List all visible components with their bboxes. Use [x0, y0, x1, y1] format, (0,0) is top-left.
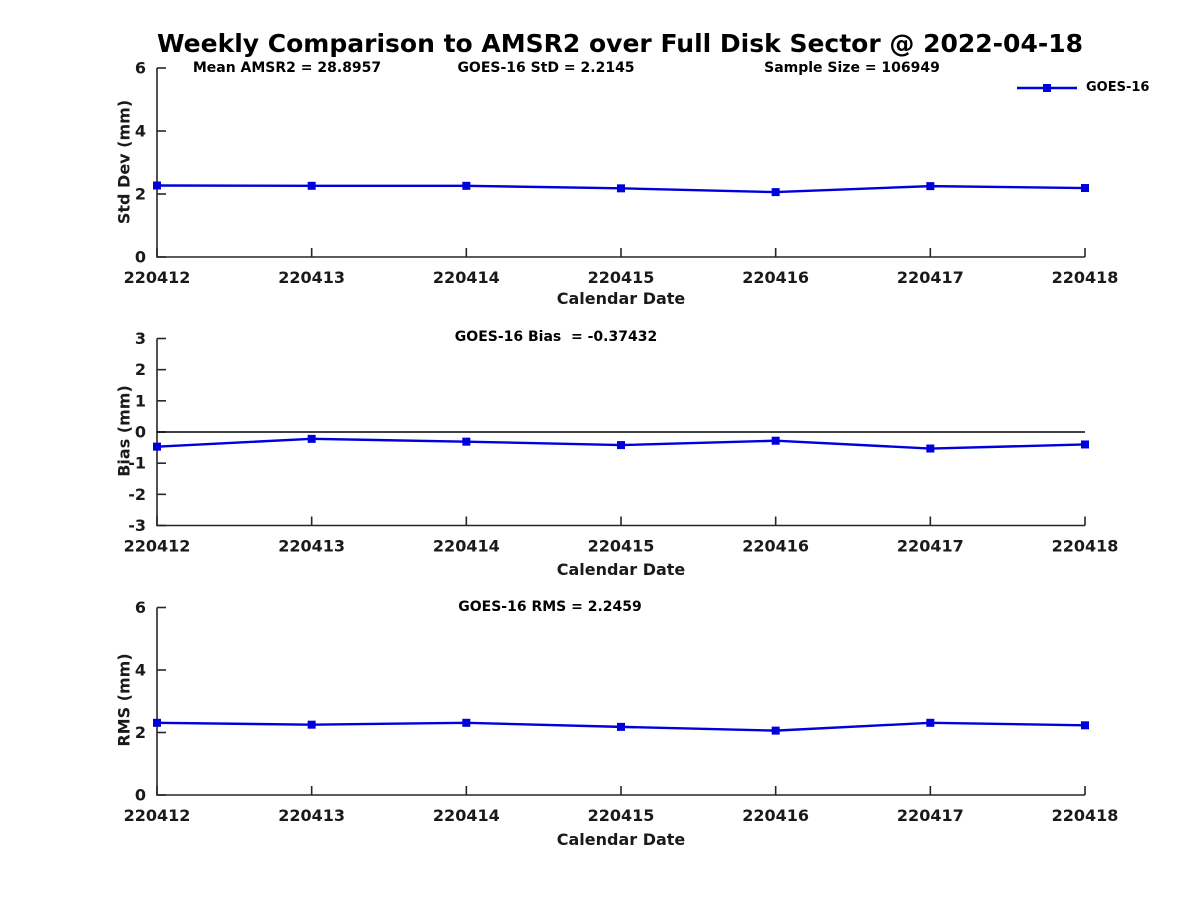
rms-data-point-marker	[617, 722, 625, 731]
std-dev-data-point-marker	[771, 188, 780, 197]
y-tick-label: 2	[135, 185, 146, 204]
x-tick-label: 220418	[1052, 268, 1119, 287]
y-tick-label: 6	[135, 598, 146, 617]
rms-data-point-marker	[153, 718, 161, 727]
x-tick-label: 220412	[124, 268, 191, 287]
std-dev-data-point-marker	[617, 184, 625, 193]
x-tick-label: 220413	[278, 537, 345, 556]
x-tick-label: 220418	[1052, 806, 1119, 825]
std-dev-chart: 0 2 4 6 220412 220413 220414 220415 220416 220417…	[124, 59, 1119, 288]
annotation-mean-amsr2: Mean AMSR2 = 28.8957	[192, 60, 382, 76]
legend: GOES-16	[1016, 80, 1149, 95]
annotation-goes16-bias: GOES-16 Bias = -0.37432	[454, 329, 658, 345]
rms-data-point-marker	[462, 718, 471, 727]
x-tick-label: 220416	[742, 537, 809, 556]
rms-data-point-marker	[771, 726, 780, 735]
x-tick-label: 220416	[742, 806, 809, 825]
bias-data-point-marker	[926, 444, 935, 453]
y-tick-label: 1	[135, 391, 146, 410]
y-tick-label: 4	[135, 661, 146, 680]
x-tick-label: 220417	[897, 268, 964, 287]
y-tick-label: 0	[135, 423, 146, 442]
bias-data-point-marker	[462, 437, 471, 446]
std-dev-data-point-marker	[926, 182, 935, 191]
legend-marker	[1043, 83, 1051, 92]
std-dev-data-point-marker	[1081, 184, 1089, 193]
bias-data-point-marker	[153, 442, 161, 451]
legend-series-label: GOES-16	[1086, 80, 1150, 95]
rms-axes-frame	[156, 607, 1085, 796]
y-tick-label: -2	[128, 485, 146, 504]
y-tick-label: 4	[135, 122, 146, 141]
y-tick-label: 0	[135, 786, 146, 805]
x-tick-label: 220414	[433, 268, 500, 287]
y-tick-label: -1	[128, 454, 146, 473]
stddev-y-axis-label: Std Dev (mm)	[114, 99, 134, 225]
std-dev-axes-frame	[156, 68, 1085, 258]
legend-line-marker-icon	[1017, 83, 1077, 92]
y-tick-label: 0	[135, 248, 146, 267]
figure-title: Weekly Comparison to AMSR2 over Full Dis…	[156, 29, 1084, 58]
rms-data-point-marker	[926, 718, 935, 727]
x-tick-label: 220413	[278, 268, 345, 287]
x-tick-label: 220415	[588, 537, 655, 556]
bias-data-point-marker	[1081, 440, 1089, 449]
annotation-sample-size: Sample Size = 106949	[764, 60, 940, 76]
rms-data-point-marker	[1081, 721, 1089, 730]
rms-x-axis-label: Calendar Date	[556, 830, 686, 849]
y-tick-label: -3	[128, 516, 146, 535]
std-dev-data-point-marker	[462, 181, 471, 190]
annotation-goes16-std: GOES-16 StD = 2.2145	[457, 60, 635, 76]
x-tick-label: 220417	[897, 537, 964, 556]
x-tick-label: 220414	[433, 537, 500, 556]
bias-data-point-marker	[771, 436, 780, 445]
x-tick-label: 220414	[433, 806, 500, 825]
x-tick-label: 220418	[1052, 537, 1119, 556]
bias-y-axis-label: Bias (mm)	[114, 385, 134, 477]
bias-data-point-marker	[307, 434, 316, 443]
x-tick-label: 220412	[124, 806, 191, 825]
y-tick-label: 2	[135, 723, 146, 742]
x-tick-label: 220416	[742, 268, 809, 287]
rms-y-axis-label: RMS (mm)	[114, 653, 134, 747]
bias-data-point-marker	[617, 441, 625, 450]
x-tick-label: 220413	[278, 806, 345, 825]
stddev-x-axis-label: Calendar Date	[556, 289, 686, 308]
std-dev-data-point-marker	[153, 181, 161, 190]
bias-chart: -3 -2 -1 0 1 2 3 220412 220413 220414 220415 220416…	[124, 329, 1119, 556]
y-tick-label: 3	[135, 329, 146, 348]
annotation-goes16-rms: GOES-16 RMS = 2.2459	[458, 599, 642, 615]
std-dev-data-point-marker	[307, 181, 316, 190]
x-tick-label: 220415	[588, 806, 655, 825]
bias-x-axis-label: Calendar Date	[556, 560, 686, 579]
rms-chart: 0 2 4 6 220412 220413 220414 220415 220416 220417…	[124, 598, 1119, 825]
x-tick-label: 220412	[124, 537, 191, 556]
y-tick-label: 2	[135, 360, 146, 379]
rms-data-point-marker	[307, 720, 316, 729]
x-tick-label: 220417	[897, 806, 964, 825]
y-tick-label: 6	[135, 59, 146, 78]
x-tick-label: 220415	[588, 268, 655, 287]
